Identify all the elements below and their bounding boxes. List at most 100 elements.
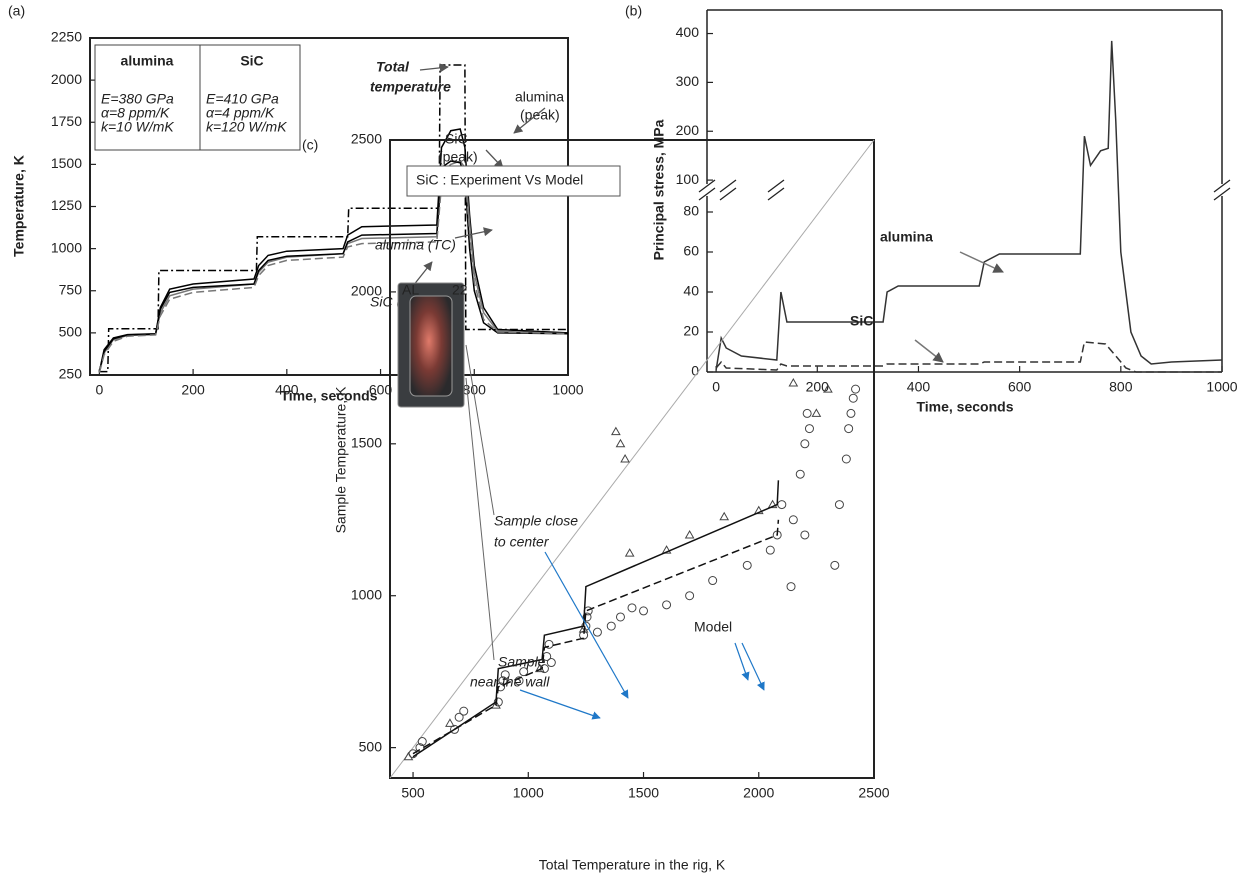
annotation: to center <box>494 534 550 550</box>
data-point <box>514 676 524 686</box>
model-line <box>412 480 780 758</box>
y-tick-label: 20 <box>683 323 699 339</box>
y-tick-label: 1250 <box>51 197 82 213</box>
data-point <box>606 621 616 631</box>
y-tick-label: 400 <box>676 24 700 40</box>
x-tick-label: 2500 <box>858 785 889 801</box>
data-point <box>417 737 427 747</box>
model-line <box>412 519 780 755</box>
series-line <box>99 64 568 373</box>
y-tick-label: 40 <box>683 283 699 299</box>
x-axis-label: Total Temperature in the rig, K <box>539 857 726 873</box>
y-tick-label: 2000 <box>51 71 82 87</box>
data-point <box>620 453 630 463</box>
data-point <box>846 408 856 418</box>
x-axis-label: Time, seconds <box>916 399 1013 415</box>
data-point <box>546 658 556 668</box>
x-tick-label: 800 <box>463 382 487 398</box>
x-tick-label: 600 <box>1008 379 1032 395</box>
photo-label: AL <box>402 282 419 298</box>
y-axis-label: Principal stress, MPa <box>651 119 667 260</box>
x-tick-label: 600 <box>369 382 393 398</box>
x-tick-label: 1000 <box>1206 379 1237 395</box>
inset-line: E=380 GPa <box>101 91 174 107</box>
data-point <box>544 639 554 649</box>
y-tick-label: 300 <box>676 73 700 89</box>
x-tick-label: 400 <box>275 382 299 398</box>
x-tick-label: 400 <box>907 379 931 395</box>
data-point <box>498 676 508 686</box>
inset-table <box>94 44 301 151</box>
series-line <box>98 168 569 373</box>
photo-leader <box>465 377 495 661</box>
inset-line: E=410 GPa <box>206 91 279 107</box>
data-point <box>767 499 778 509</box>
annotation: alumina <box>515 89 564 105</box>
axis-break <box>719 179 737 193</box>
y-tick-label: 1000 <box>51 239 82 255</box>
data-point <box>719 511 730 521</box>
data-point <box>624 548 635 557</box>
axis-break <box>698 179 716 193</box>
series-line <box>715 341 1222 373</box>
x-tick-label: 1000 <box>552 382 583 398</box>
axis-break <box>767 179 785 193</box>
data-point <box>800 530 810 540</box>
data-point <box>823 384 833 393</box>
inset-header: SiC <box>240 53 263 69</box>
x-tick-label: 200 <box>181 382 205 398</box>
data-point <box>684 529 695 539</box>
data-point <box>582 612 592 622</box>
y-tick-label: 60 <box>683 243 699 259</box>
y-tick-label: 1500 <box>51 155 82 171</box>
axis-break <box>767 187 785 201</box>
x-axis-label: Time, seconds <box>280 388 377 404</box>
annotation: (peak) <box>438 149 478 165</box>
axis-break <box>719 187 737 201</box>
data-point <box>454 712 464 722</box>
y-tick-label: 1000 <box>351 586 382 602</box>
inset-line: k=10 W/mK <box>101 119 174 135</box>
y-tick-label: 750 <box>59 281 83 297</box>
data-point <box>841 454 851 464</box>
data-point <box>500 670 510 680</box>
annotation-arrow <box>741 642 765 691</box>
annotation-arrow <box>513 107 546 134</box>
series-line <box>715 40 1223 371</box>
data-point <box>459 706 469 716</box>
annotation: Total <box>376 59 410 75</box>
data-point <box>830 560 840 570</box>
data-point <box>685 591 695 601</box>
y-tick-label: 500 <box>59 324 83 340</box>
annotation: alumina (TC) <box>375 237 456 253</box>
data-point <box>795 469 805 479</box>
axis-break <box>1213 179 1231 193</box>
data-point <box>811 408 822 417</box>
annotation: Sample close <box>494 513 578 529</box>
x-tick-label: 2000 <box>743 785 774 801</box>
inset-header: alumina <box>121 53 174 69</box>
data-point <box>491 700 501 709</box>
x-tick-label: 0 <box>95 382 103 398</box>
data-point <box>611 426 621 436</box>
data-point <box>802 408 812 418</box>
data-point <box>519 667 529 677</box>
data-point <box>851 384 861 394</box>
data-point <box>848 393 858 403</box>
y-axis-label: Temperature, K <box>11 155 27 257</box>
data-point <box>753 505 764 515</box>
inset-line: k=120 W/mK <box>206 119 287 135</box>
photo-leader <box>465 344 495 516</box>
y-tick-label: 200 <box>676 122 700 138</box>
data-point <box>800 439 810 449</box>
annotation-arrow <box>914 339 944 363</box>
data-point <box>592 627 602 637</box>
data-point <box>834 500 844 510</box>
annotation-arrow <box>959 251 1004 273</box>
annotation: near the wall <box>470 674 550 690</box>
y-tick-label: 80 <box>683 203 699 219</box>
y-tick-label: 1750 <box>51 113 82 129</box>
data-point <box>788 515 798 525</box>
y-tick-label: 0 <box>691 363 699 379</box>
